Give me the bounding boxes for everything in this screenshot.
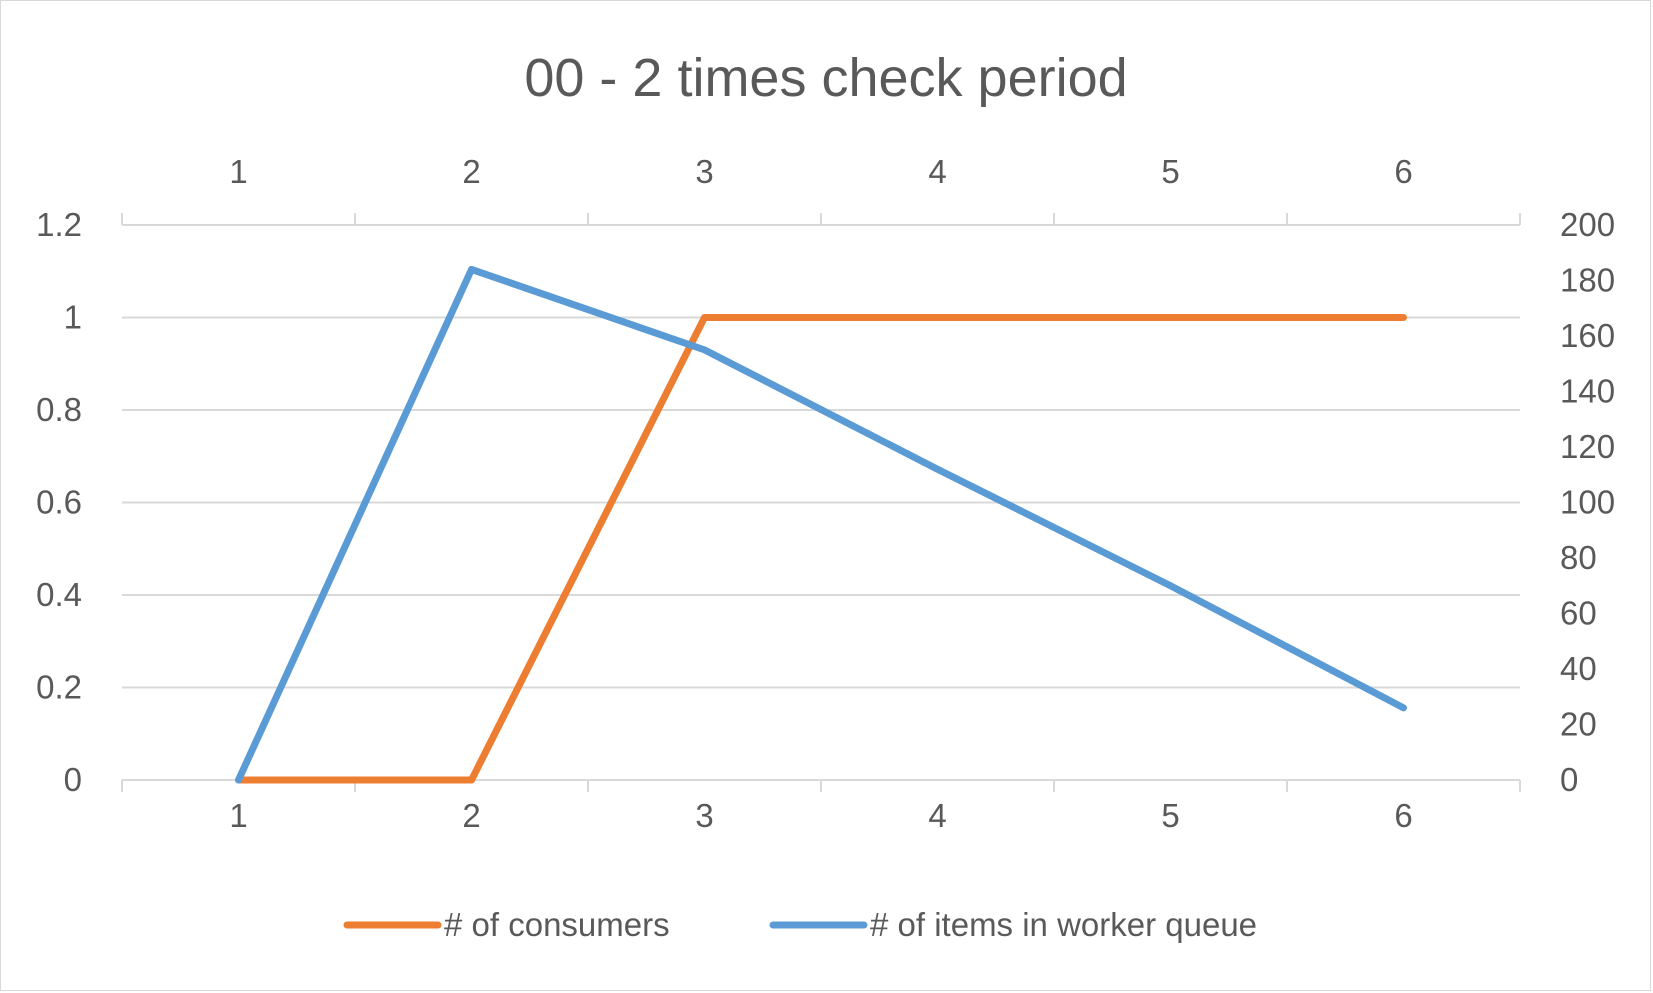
- x-tick-label-top: 5: [1161, 153, 1179, 190]
- gridlines: [122, 224, 1520, 781]
- x-tick-label-top: 2: [462, 153, 480, 190]
- y-tick-label-right: 160: [1560, 317, 1615, 354]
- series-line-consumers: [235, 314, 1407, 784]
- y-tick-label-left: 1: [64, 299, 82, 336]
- y-tick-label-right: 100: [1560, 484, 1615, 521]
- y-tick-label-left: 0.8: [36, 391, 82, 428]
- y-tick-label-right: 140: [1560, 373, 1615, 410]
- series-line-worker-queue: [235, 265, 1407, 784]
- y-tick-label-right: 120: [1560, 428, 1615, 465]
- y-tick-label-right: 0: [1560, 761, 1578, 798]
- legend-label: # of consumers: [444, 906, 670, 943]
- legend-label: # of items in worker queue: [870, 906, 1257, 943]
- x-tick-label-bottom: 6: [1394, 797, 1412, 834]
- x-tick-label-top: 4: [928, 153, 946, 190]
- y-tick-label-right: 40: [1560, 650, 1597, 687]
- axes: 0 0.2 0.4 0.6 0.8 1 1.2 0 20 40 60 80 100 120 140 160 18…: [36, 153, 1615, 834]
- y-tick-label-left: 1.2: [36, 206, 82, 243]
- x-tick-label-bottom: 5: [1161, 797, 1179, 834]
- legend: # of consumers # of items in worker queue: [343, 906, 1257, 943]
- y-tick-label-left: 0: [64, 761, 82, 798]
- y-tick-label-right: 180: [1560, 262, 1615, 299]
- y-tick-label-right: 80: [1560, 539, 1597, 576]
- y-tick-label-left: 0.6: [36, 484, 82, 521]
- x-tick-label-top: 6: [1394, 153, 1412, 190]
- y-tick-label-right: 200: [1560, 206, 1615, 243]
- x-tick-label-bottom: 2: [462, 797, 480, 834]
- y-tick-label-right: 60: [1560, 595, 1597, 632]
- x-tick-label-top: 1: [229, 153, 247, 190]
- y-tick-label-right: 20: [1560, 706, 1597, 743]
- x-tick-label-bottom: 3: [695, 797, 713, 834]
- chart-title: 00 - 2 times check period: [524, 48, 1127, 108]
- x-tick-label-bottom: 4: [928, 797, 946, 834]
- x-tick-label-bottom: 1: [229, 797, 247, 834]
- y-tick-label-left: 0.2: [36, 669, 82, 706]
- x-tick-label-top: 3: [695, 153, 713, 190]
- y-tick-label-left: 0.4: [36, 576, 82, 613]
- series-lines: [235, 265, 1407, 784]
